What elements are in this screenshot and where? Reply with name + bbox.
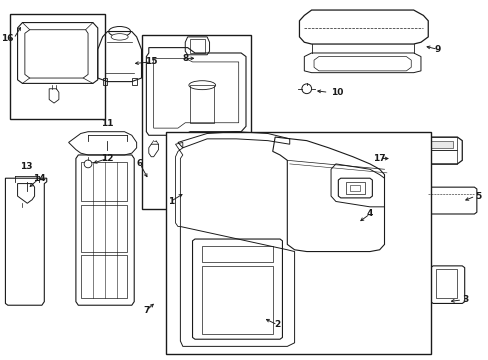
Circle shape: [301, 84, 311, 94]
Text: 11: 11: [101, 119, 114, 128]
Bar: [165, 132, 430, 354]
Text: 1: 1: [167, 197, 173, 206]
Text: 5: 5: [474, 192, 481, 201]
Text: 13: 13: [20, 162, 33, 171]
Ellipse shape: [108, 27, 130, 36]
Text: 14: 14: [33, 174, 46, 183]
Text: 6: 6: [137, 159, 143, 168]
Text: 17: 17: [372, 154, 385, 163]
Bar: [391, 141, 418, 148]
Text: 4: 4: [366, 210, 372, 219]
Text: 3: 3: [461, 295, 468, 304]
Bar: [425, 141, 451, 148]
Text: 7: 7: [143, 306, 149, 315]
Ellipse shape: [111, 34, 128, 40]
Text: 12: 12: [101, 154, 114, 163]
Bar: [141, 35, 250, 209]
Text: 15: 15: [144, 58, 157, 67]
Text: 16: 16: [1, 34, 14, 43]
Text: 8: 8: [182, 54, 188, 63]
Text: 9: 9: [434, 45, 440, 54]
Ellipse shape: [188, 81, 215, 90]
Circle shape: [84, 160, 92, 168]
Text: 2: 2: [274, 320, 280, 329]
Bar: [10, 14, 105, 119]
Text: 10: 10: [330, 88, 343, 97]
